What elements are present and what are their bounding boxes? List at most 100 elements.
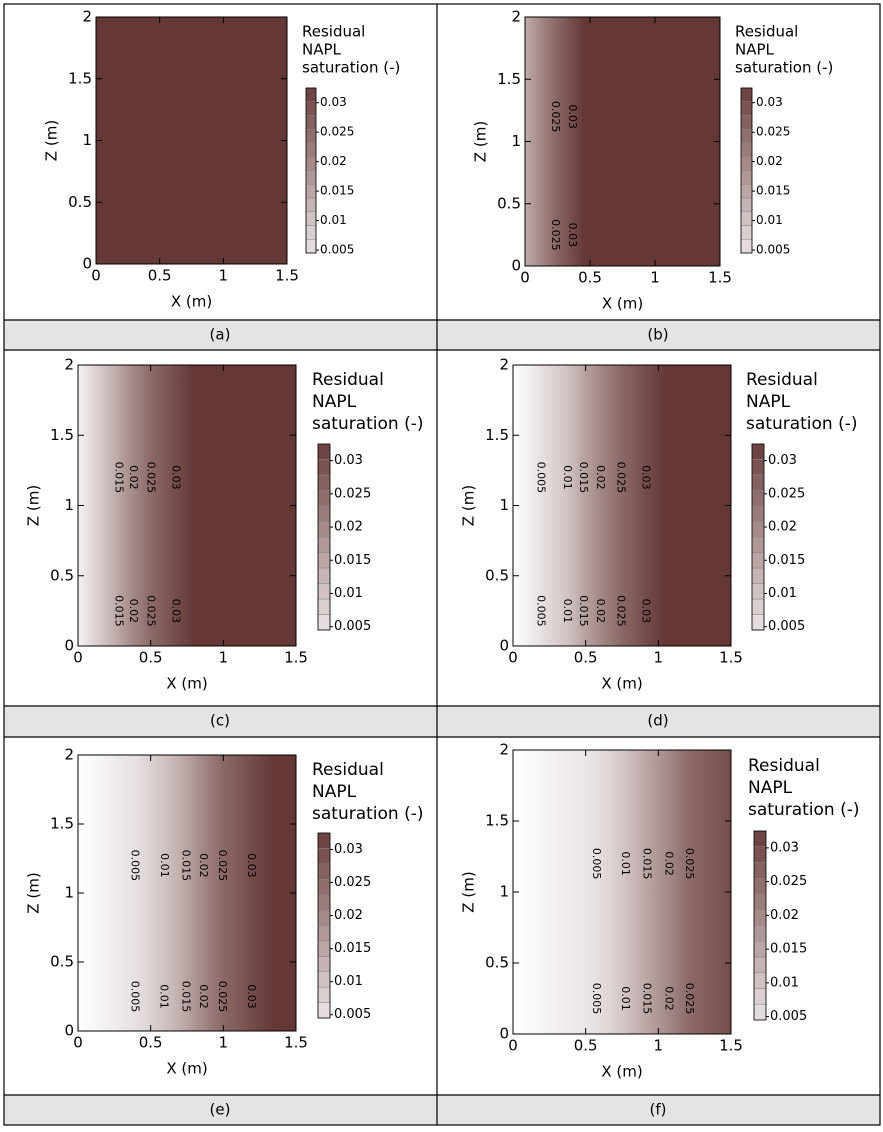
caption-band	[4, 1095, 880, 1125]
contour-label: 0.03	[169, 599, 182, 624]
field-segment	[554, 17, 573, 266]
field-segment	[194, 365, 297, 646]
colorbar-tick-label: 0.025	[770, 874, 807, 889]
colorbar-tick-label: 0.02	[770, 908, 799, 923]
x-axis-label: X (m)	[601, 1063, 642, 1081]
colorbar-band	[305, 170, 317, 185]
x-tick-label: 0.5	[139, 1034, 163, 1052]
contour-label: 0.025	[216, 850, 229, 882]
contour-label: 0.01	[158, 853, 171, 878]
colorbar-band	[753, 830, 767, 847]
y-tick-label: 1	[64, 496, 74, 514]
x-axis-label: X (m)	[171, 293, 212, 311]
contour-label: 0.02	[197, 984, 210, 1009]
field-segment	[96, 17, 288, 264]
colorbar-band	[317, 971, 331, 988]
panel: 0.025 0.025 0.03 0.03 0 0.5 1 1.5 0 0.5 1 1.5 2 X (m)…	[472, 8, 834, 344]
x-tick-label: 1	[654, 649, 664, 667]
field-segment	[566, 365, 584, 646]
x-tick-label: 0	[91, 267, 101, 285]
x-tick-label: 1.5	[275, 267, 299, 285]
x-tick-label: 0	[73, 1034, 83, 1052]
colorbar-band	[753, 878, 767, 895]
field-segment	[118, 365, 134, 646]
colorbar-band	[753, 925, 767, 942]
colorbar-tick-label: 0.015	[334, 941, 371, 956]
colorbar-title: saturation (-)	[748, 800, 860, 820]
colorbar-tick-label: 0.01	[334, 974, 363, 989]
colorbar-band	[305, 142, 317, 157]
x-tick-label: 0	[508, 649, 518, 667]
caption-band	[4, 320, 880, 350]
field-segment	[202, 755, 223, 1031]
field-segment	[221, 755, 252, 1031]
caption: (c)	[210, 712, 230, 730]
colorbar-title: NAPL	[312, 392, 357, 412]
contour-label: 0.025	[549, 101, 562, 133]
colorbar-band	[753, 956, 767, 973]
colorbar-title: Residual	[748, 756, 820, 776]
colorbar-band	[317, 552, 331, 569]
colorbar-band	[317, 848, 331, 865]
colorbar-title: saturation (-)	[312, 804, 424, 824]
contour-label: 0.005	[590, 983, 603, 1015]
contour-label: 0.025	[683, 983, 696, 1015]
colorbar-band	[317, 986, 331, 1003]
colorbar-title: Residual	[312, 760, 384, 780]
grid-frame	[3, 3, 881, 1126]
colorbar-tick-label: 0.025	[320, 125, 354, 139]
field-segment	[646, 750, 670, 1034]
contour-label: 0.015	[641, 848, 654, 880]
y-tick-label: 0.5	[50, 566, 74, 584]
colorbar-tick-label: 0.01	[770, 975, 799, 990]
colorbar-tick-label: 0.005	[756, 243, 790, 257]
colorbar-band	[740, 184, 753, 199]
contour-label: 0.01	[561, 599, 574, 624]
field-segment	[163, 755, 187, 1031]
x-tick-label: 0	[73, 649, 83, 667]
y-tick-label: 2	[64, 746, 74, 764]
colorbar-tick-label: 0.02	[756, 154, 783, 168]
colorbar-title: saturation (-)	[302, 59, 400, 77]
colorbar-tick-label: 0.015	[320, 184, 354, 198]
colorbar-band	[305, 225, 317, 240]
contour-label: 0.025	[615, 462, 628, 494]
field-segment	[620, 365, 646, 646]
colorbar-band	[305, 184, 317, 199]
colorbar-tick-label: 0.01	[756, 213, 783, 227]
contour-label: 0.02	[594, 599, 607, 624]
colorbar-title: Residual	[735, 23, 798, 41]
contour-label: 0.005	[535, 595, 548, 627]
field-segment	[665, 365, 732, 646]
field-segment	[645, 365, 667, 646]
x-axis-label: X (m)	[601, 675, 642, 693]
contour-label: 0.005	[590, 848, 603, 880]
field-segment	[583, 17, 721, 266]
x-tick-label: 0	[520, 269, 530, 287]
colorbar-band	[317, 940, 331, 957]
colorbar-band	[753, 893, 767, 910]
colorbar-title: NAPL	[735, 41, 775, 59]
colorbar-band	[317, 521, 331, 538]
contour-label: 0.025	[216, 981, 229, 1013]
colorbar-tick-label: 0.005	[768, 619, 805, 634]
contour-label: 0.015	[577, 462, 590, 494]
contour-label: 0.03	[245, 984, 258, 1009]
colorbar-band	[740, 197, 753, 212]
colorbar-tick-label: 0.03	[770, 840, 799, 855]
y-tick-label: 0.5	[485, 566, 509, 584]
colorbar-band	[317, 536, 331, 553]
y-tick-label: 0.5	[68, 193, 92, 211]
y-tick-label: 2	[511, 8, 521, 26]
x-tick-label: 0.5	[574, 649, 598, 667]
panel: 0.005 0.005 0.01 0.01 0.015 0.015 0.02 0.02 0.02…	[460, 741, 860, 1119]
colorbar-band	[317, 909, 331, 926]
colorbar-band	[317, 474, 331, 491]
field-segment	[582, 365, 601, 646]
colorbar-band	[317, 894, 331, 911]
caption: (a)	[210, 326, 231, 344]
field-segment	[513, 750, 597, 1034]
x-tick-label: 1.5	[719, 1037, 743, 1055]
contour-label: 0.02	[594, 465, 607, 490]
